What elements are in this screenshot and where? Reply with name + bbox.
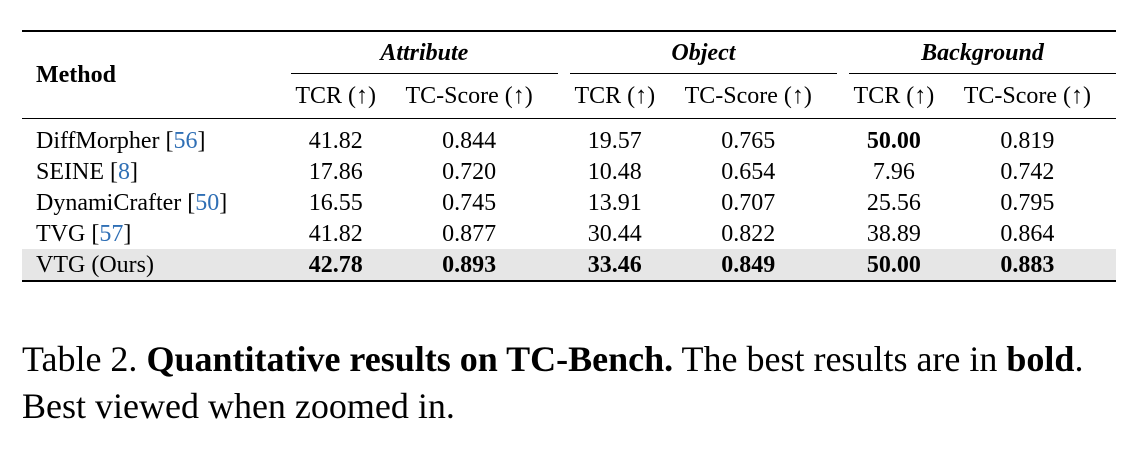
citation-link[interactable]: 8 [118, 158, 130, 185]
group-title-background: Background [849, 31, 1116, 74]
tcr-value: 41.82 [308, 127, 363, 154]
citation-close-bracket: ] [219, 189, 228, 216]
citation-link[interactable]: 50 [195, 189, 220, 216]
tcr-value: 7.96 [872, 158, 915, 185]
tcr-value: 41.82 [308, 220, 363, 247]
group-title-object: Object [569, 31, 837, 74]
subheader-tcscore-background: TC-Score (↑) [963, 83, 1091, 109]
group-title-background-label: Background [921, 40, 1044, 66]
group-gap [558, 119, 570, 157]
results-table-container: Method Attribute Object Background TCR (… [22, 30, 1116, 282]
results-table: Method Attribute Object Background TCR (… [22, 30, 1116, 282]
method-name: SEINE [36, 158, 104, 185]
tcr-value: 50.00 [849, 249, 939, 281]
tcr-value: 19.57 [587, 127, 642, 154]
tcscore-value: 0.765 [721, 127, 776, 154]
method-name: DiffMorpher [36, 127, 160, 154]
tcr-value: 38.89 [866, 220, 921, 247]
table-row: DiffMorpher [56] 41.82 0.844 19.57 0.765 50.0… [22, 118, 1116, 157]
group-gap [558, 218, 570, 249]
group-gap [837, 31, 849, 74]
tcr-value: 16.55 [308, 189, 363, 216]
group-gap [837, 156, 849, 187]
method-name-cell: DynamiCrafter [50] [22, 187, 291, 218]
subheader-tcr-background: TCR (↑) [853, 83, 935, 109]
group-gap [558, 156, 570, 187]
citation-open-bracket: [ [159, 127, 174, 154]
table-row: VTG (Ours) 42.78 0.893 33.46 0.849 50.00 0.883 [22, 249, 1116, 281]
table-row: TVG [57] 41.82 0.877 30.44 0.822 38.89 0.864 [22, 218, 1116, 249]
group-gap [558, 74, 570, 119]
citation-open-bracket: [ [104, 158, 118, 185]
group-gap [837, 218, 849, 249]
subheader-tcr-object: TCR (↑) [574, 83, 656, 109]
group-underline-attribute [290, 73, 558, 74]
tcscore-value: 0.864 [1000, 220, 1055, 247]
group-gap [837, 74, 849, 119]
tcscore-value: 0.707 [721, 189, 776, 216]
group-gap [837, 119, 849, 157]
tcscore-value: 0.720 [442, 158, 497, 185]
tcr-value: 25.56 [866, 189, 921, 216]
table-caption: Table 2. Quantitative results on TC-Benc… [22, 336, 1122, 430]
group-title-attribute-label: Attribute [380, 40, 469, 66]
group-title-object-label: Object [671, 40, 736, 66]
citation-link[interactable]: 56 [173, 127, 198, 154]
tcr-value: 17.86 [308, 158, 363, 185]
header-row-metrics: TCR (↑) TC-Score (↑) TCR (↑) TC-Score (↑… [22, 74, 1116, 119]
tcr-value: 30.44 [587, 220, 642, 247]
subheader-tcscore-attribute: TC-Score (↑) [405, 83, 533, 109]
citation-open-bracket: [ [181, 189, 196, 216]
group-gap [557, 249, 570, 281]
table-row: SEINE [8] 17.86 0.720 10.48 0.654 7.96 0.742 [22, 156, 1116, 187]
citation-close-bracket: ] [130, 158, 138, 185]
method-name-cell: DiffMorpher [56] [22, 119, 291, 157]
method-name-cell: VTG (Ours) [22, 249, 291, 281]
tcscore-value: 0.877 [442, 220, 497, 247]
citation-link[interactable]: 57 [99, 220, 124, 247]
method-name: VTG (Ours) [36, 251, 154, 278]
tcscore-value: 0.844 [442, 127, 497, 154]
tcscore-value: 0.654 [721, 158, 776, 185]
tcscore-value: 0.742 [1000, 158, 1055, 185]
citation-close-bracket: ] [123, 220, 132, 247]
caption-title: Quantitative results on TC-Bench. [146, 339, 674, 379]
caption-label: Table 2. [22, 339, 138, 379]
tcscore-value: 0.745 [442, 189, 497, 216]
header-row-groups: Method Attribute Object Background [22, 31, 1116, 87]
table-body: DiffMorpher [56] 41.82 0.844 19.57 0.765 50.0… [22, 118, 1116, 281]
group-gap [558, 187, 570, 218]
tcscore-value: 0.822 [721, 220, 776, 247]
subheader-tcscore-object: TC-Score (↑) [684, 83, 812, 109]
tcscore-value: 0.849 [659, 249, 837, 281]
method-name-cell: SEINE [8] [22, 156, 291, 187]
citation-close-bracket: ] [197, 127, 206, 154]
group-gap [558, 31, 570, 74]
tcr-value: 50.00 [866, 127, 921, 154]
tcscore-value: 0.883 [938, 249, 1116, 281]
subheader-tcr-attribute: TCR (↑) [295, 83, 377, 109]
group-gap [837, 187, 849, 218]
group-gap [836, 249, 850, 281]
tcr-value: 33.46 [569, 249, 660, 281]
method-name: DynamiCrafter [36, 189, 182, 216]
tcscore-value: 0.795 [1000, 189, 1055, 216]
method-name: TVG [36, 220, 86, 247]
tcr-value: 10.48 [587, 158, 642, 185]
group-underline-object [569, 73, 837, 74]
method-name-cell: TVG [57] [22, 218, 291, 249]
group-title-attribute: Attribute [290, 31, 558, 74]
method-header: Method [36, 62, 116, 88]
tcr-value: 13.91 [587, 189, 642, 216]
group-underline-background [849, 73, 1116, 74]
citation-open-bracket: [ [85, 220, 100, 247]
tcscore-value: 0.893 [380, 249, 558, 281]
caption-text-2: . Best viewed when zoomed in. [22, 339, 1084, 426]
table-row: DynamiCrafter [50] 16.55 0.745 13.91 0.707 25… [22, 187, 1116, 218]
caption-text-1: The best results are in [673, 339, 1007, 379]
tcr-value: 42.78 [290, 249, 381, 281]
tcscore-value: 0.819 [1000, 127, 1055, 154]
caption-bold-word: bold [1006, 339, 1075, 379]
